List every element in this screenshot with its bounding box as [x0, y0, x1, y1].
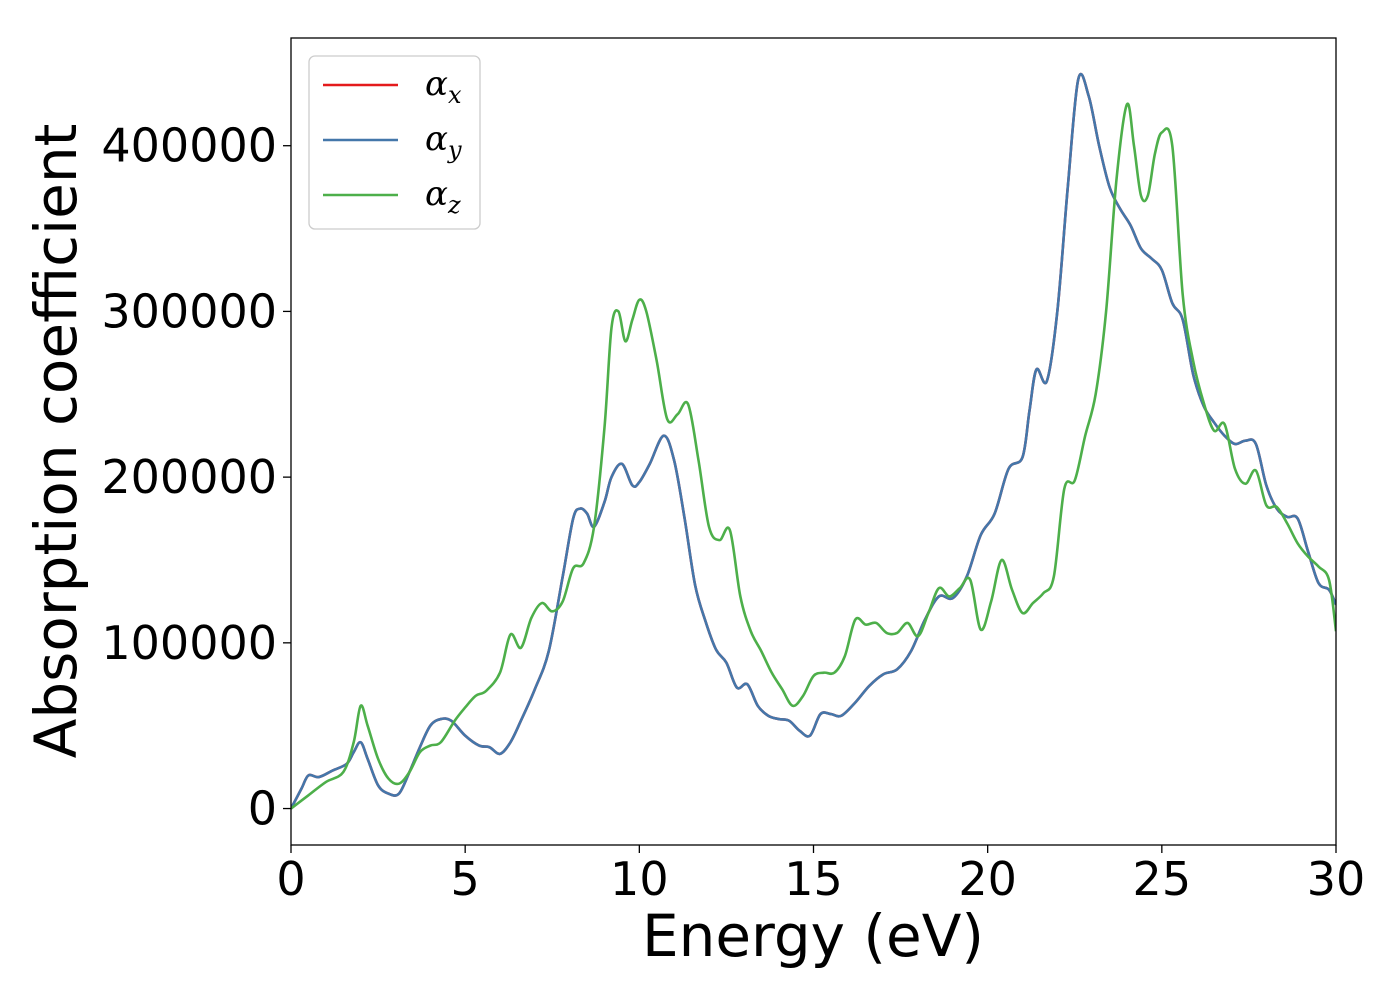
y-axis-title: Absorption coefficient	[22, 124, 90, 759]
y-tick-label: 400000	[101, 119, 277, 173]
legend-box	[308, 55, 481, 230]
y-tick-label: 200000	[101, 450, 277, 504]
legend-label-alpha-y: αy	[425, 119, 462, 164]
y-axis: 0 100000 200000 300000 400000	[101, 119, 291, 836]
y-tick-label: 300000	[101, 284, 277, 338]
legend-label-alpha-z: αz	[425, 174, 461, 219]
x-tick-label: 5	[451, 852, 480, 906]
series-line-alpha-z	[291, 102, 1336, 810]
x-tick-label: 0	[276, 852, 305, 906]
x-tick-label: 30	[1307, 852, 1366, 906]
series-line-alpha-y	[291, 72, 1336, 810]
y-tick-label: 100000	[101, 616, 277, 670]
legend-label-alpha-x: αx	[425, 64, 462, 109]
x-tick-label: 10	[610, 852, 669, 906]
legend: αx αy αz	[308, 55, 481, 230]
x-tick-label: 15	[784, 852, 843, 906]
x-tick-label: 25	[1133, 852, 1192, 906]
series-layer	[291, 72, 1336, 810]
x-tick-label: 20	[958, 852, 1017, 906]
x-axis-title: Energy (eV)	[642, 902, 984, 970]
x-axis: 0 5 10 15 20 25 30	[276, 845, 1365, 906]
y-tick-label: 0	[248, 782, 277, 836]
